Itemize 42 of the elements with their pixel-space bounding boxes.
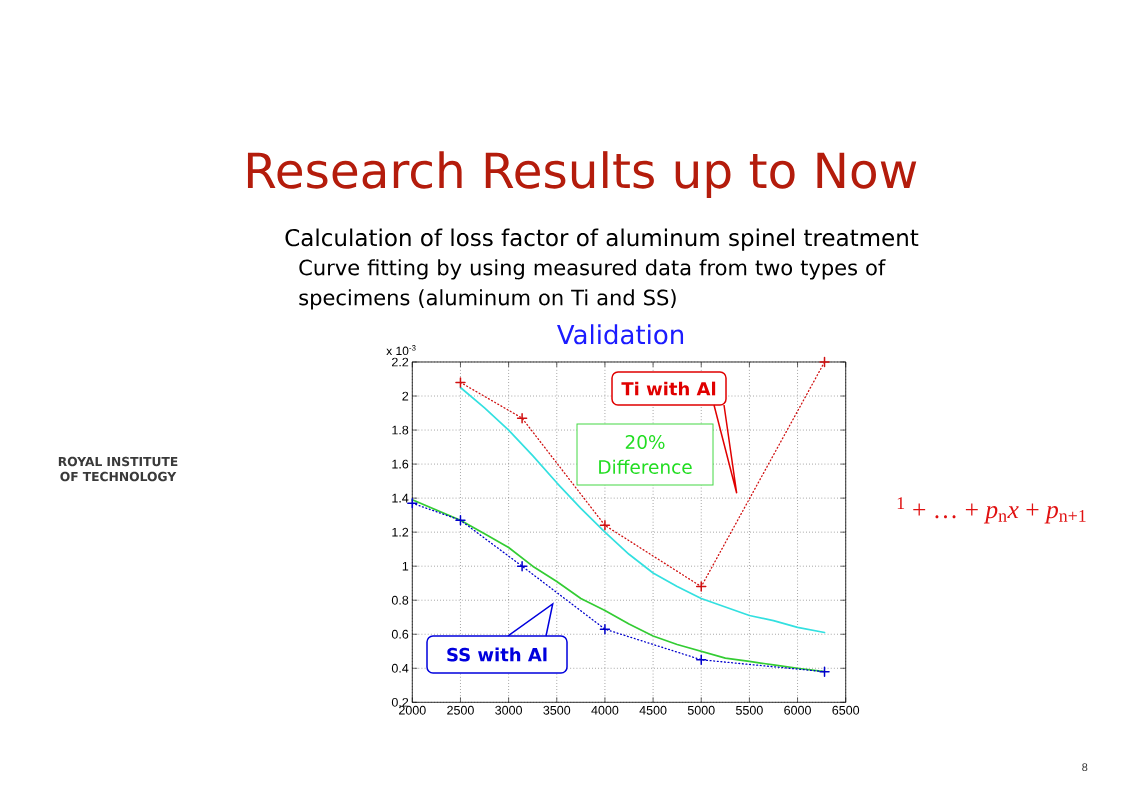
text: $^{1}$ + … + p$_{n}$x + p$_{n+1}$ xyxy=(897,497,1086,524)
y-tick-label: 2.2 xyxy=(392,357,409,367)
point xyxy=(599,623,611,635)
x-tick-label: 4000 xyxy=(591,705,619,715)
text: ROYAL INSTITUTE OF TECHNOLOGY xyxy=(58,456,178,482)
x-tick-label: 2000 xyxy=(399,705,426,715)
x-tick-label: 4500 xyxy=(639,705,667,715)
y-tick-label: 0.2 xyxy=(391,697,409,707)
point xyxy=(695,654,707,666)
x-tick-label: 5500 xyxy=(735,705,763,715)
chart-title: Research Results up to Now xyxy=(247,151,917,199)
y-tick-label: 0.8 xyxy=(391,595,409,605)
y-tick-label: 1.8 xyxy=(392,425,409,435)
y-tick-label: 1.6 xyxy=(392,459,409,469)
annotation: 20% Difference xyxy=(599,434,692,474)
point xyxy=(819,356,830,368)
point xyxy=(516,560,528,572)
point xyxy=(455,514,466,526)
y-tick-label: 1 xyxy=(402,561,409,571)
x-tick-label: 2500 xyxy=(447,705,474,715)
text: 8 xyxy=(1082,763,1088,772)
chart-subtitle: Validation xyxy=(557,324,684,345)
y-tick-label: 0.4 xyxy=(391,663,409,673)
text: Curve fitting by using measured data from two types of specimens (aluminum on Ti and SS) xyxy=(299,259,886,310)
point xyxy=(455,377,466,388)
x-tick-label: 3500 xyxy=(543,705,571,715)
annotation: Ti with Al xyxy=(621,381,716,396)
y-tick-label: 1.4 xyxy=(392,493,409,503)
point xyxy=(516,412,528,424)
x-tick-label: 6500 xyxy=(832,705,860,715)
y-tick-label: 2 xyxy=(402,391,409,401)
x-tick-label: 5000 xyxy=(687,705,715,715)
y-tick-label: 0.6 xyxy=(391,629,409,639)
annotation: SS with Al xyxy=(447,647,547,662)
point xyxy=(599,520,611,531)
point xyxy=(695,581,707,592)
y-tick-label: 1.2 xyxy=(392,527,409,537)
text: x 10$^{-3}$ xyxy=(386,345,416,356)
x-tick-label: 3000 xyxy=(495,705,523,715)
text: Calculation of loss factor of aluminum spinel treatment xyxy=(285,228,919,251)
point xyxy=(407,497,418,509)
x-tick-label: 6000 xyxy=(784,705,811,715)
